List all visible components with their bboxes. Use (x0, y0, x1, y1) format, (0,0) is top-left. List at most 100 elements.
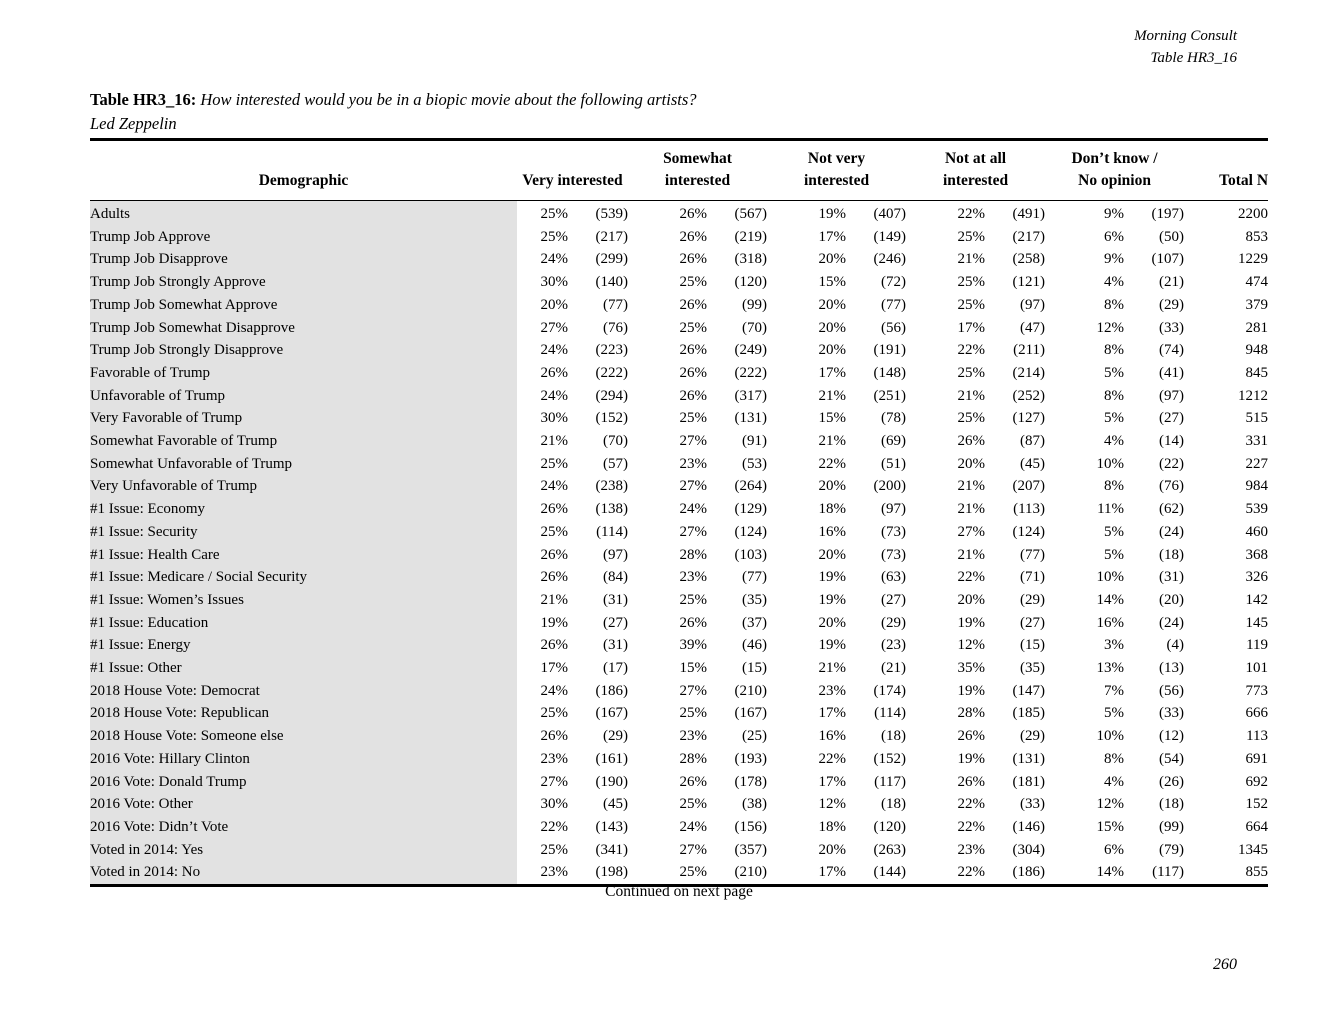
count-cell: (47) (1020, 319, 1046, 336)
percent-cell: 20% (540, 296, 569, 313)
count-cell: (317) (734, 387, 768, 404)
count-cell: (51) (881, 455, 907, 472)
count-cell: (341) (595, 841, 629, 858)
percent-cell: 4% (1104, 773, 1125, 790)
percent-cell: 20% (818, 841, 847, 858)
percent-cell: 19% (818, 637, 847, 654)
total-n-cell: 113 (1246, 728, 1269, 745)
percent-cell: 4% (1104, 274, 1125, 291)
table-header-row-1: Somewhat Not very Not at all Don’t know … (90, 140, 1268, 170)
count-cell: (252) (1012, 387, 1046, 404)
percent-cell: 21% (957, 251, 986, 268)
count-cell: (56) (1159, 682, 1185, 699)
percent-cell: 25% (957, 296, 986, 313)
count-cell: (24) (1159, 523, 1185, 540)
count-cell: (99) (1159, 818, 1185, 835)
percent-cell: 5% (1104, 705, 1125, 722)
percent-cell: 23% (818, 682, 847, 699)
percent-cell: 35% (957, 660, 986, 677)
table-row: Trump Job Disapprove 24% (299) 26% (318) 20% (… (90, 248, 1268, 272)
percent-cell: 19% (540, 614, 569, 631)
percent-cell: 25% (679, 274, 708, 291)
percent-cell: 19% (818, 569, 847, 586)
percent-cell: 15% (679, 660, 708, 677)
percent-cell: 25% (679, 864, 708, 881)
demographic-cell: Trump Job Strongly Approve (90, 271, 517, 294)
table-row: 2016 Vote: Donald Trump 27% (190) 26% (178) 1… (90, 770, 1268, 794)
percent-cell: 24% (679, 501, 708, 518)
percent-cell: 25% (957, 364, 986, 381)
percent-cell: 20% (818, 296, 847, 313)
demographic-cell: 2018 House Vote: Democrat (90, 679, 517, 703)
demographic-cell: Trump Job Approve (90, 225, 517, 249)
count-cell: (174) (873, 682, 907, 699)
total-n-cell: 152 (1245, 796, 1269, 813)
count-cell: (258) (1012, 251, 1046, 268)
count-cell: (304) (1012, 841, 1046, 858)
percent-cell: 8% (1104, 296, 1125, 313)
table-row: Trump Job Strongly Disapprove 24% (223) 26%… (90, 339, 1268, 362)
percent-cell: 26% (679, 364, 708, 381)
col-header-dont-know-line1: Don’t know / (1071, 150, 1158, 167)
count-cell: (84) (603, 569, 628, 586)
table-row: Somewhat Favorable of Trump 21% (70) 27% (91… (90, 430, 1268, 453)
percent-cell: 24% (540, 251, 569, 268)
count-cell: (143) (595, 818, 629, 835)
count-cell: (357) (734, 841, 768, 858)
percent-cell: 27% (540, 319, 569, 336)
count-cell: (217) (595, 228, 629, 245)
count-cell: (200) (873, 478, 907, 495)
demographic-cell: #1 Issue: Other (90, 657, 517, 680)
demographic-cell: 2018 House Vote: Republican (90, 702, 517, 726)
percent-cell: 26% (540, 546, 569, 563)
count-cell: (18) (881, 796, 907, 813)
table-row: Adults 25% (539) 26% (567) 19% (407) 22% (491) 9%… (90, 200, 1268, 226)
count-cell: (264) (734, 478, 768, 495)
count-cell: (38) (742, 796, 768, 813)
table-row: Very Unfavorable of Trump 24% (238) 27% (264… (90, 475, 1268, 499)
count-cell: (214) (1012, 364, 1046, 381)
count-cell: (407) (873, 206, 907, 222)
percent-cell: 17% (818, 705, 847, 722)
count-cell: (69) (881, 433, 907, 450)
count-cell: (167) (595, 705, 629, 722)
total-n-cell: 515 (1245, 410, 1269, 427)
count-cell: (18) (1159, 796, 1185, 813)
percent-cell: 25% (679, 319, 708, 336)
count-cell: (97) (1020, 296, 1046, 313)
percent-cell: 24% (540, 682, 569, 699)
percent-cell: 30% (540, 410, 569, 427)
demographic-cell: #1 Issue: Energy (90, 634, 517, 658)
count-cell: (156) (734, 818, 768, 835)
table-row: 2016 Vote: Didn’t Vote 22% (143) 24% (156) 18… (90, 815, 1268, 839)
percent-cell: 14% (1096, 864, 1125, 881)
total-n-cell: 142 (1245, 591, 1269, 608)
total-n-cell: 119 (1246, 637, 1269, 654)
header-spacer (1184, 140, 1268, 170)
percent-cell: 20% (818, 478, 847, 495)
count-cell: (222) (734, 364, 768, 381)
count-cell: (491) (1012, 206, 1046, 222)
table-row: #1 Issue: Other 17% (17) 15% (15) 21% (21) 35% (… (90, 657, 1268, 680)
total-n-cell: 1345 (1238, 841, 1269, 858)
count-cell: (87) (1020, 433, 1046, 450)
count-cell: (31) (603, 637, 628, 654)
count-cell: (152) (873, 750, 907, 767)
table-row: Trump Job Approve 25% (217) 26% (219) 17% (149… (90, 225, 1268, 249)
count-cell: (210) (734, 864, 768, 881)
total-n-cell: 460 (1245, 523, 1269, 540)
count-cell: (263) (873, 841, 907, 858)
percent-cell: 3% (1104, 637, 1125, 654)
col-header-not-at-all-interested-line1: Not at all (944, 150, 1007, 167)
count-cell: (56) (881, 319, 907, 336)
total-n-cell: 539 (1245, 501, 1269, 518)
count-cell: (191) (873, 342, 907, 359)
running-header-org: Morning Consult (1134, 28, 1237, 44)
percent-cell: 8% (1104, 387, 1125, 404)
count-cell: (31) (1159, 569, 1185, 586)
percent-cell: 25% (540, 705, 569, 722)
count-cell: (91) (742, 433, 768, 450)
col-header-very-interested-line2: Very interested (517, 169, 628, 201)
count-cell: (76) (603, 319, 628, 336)
